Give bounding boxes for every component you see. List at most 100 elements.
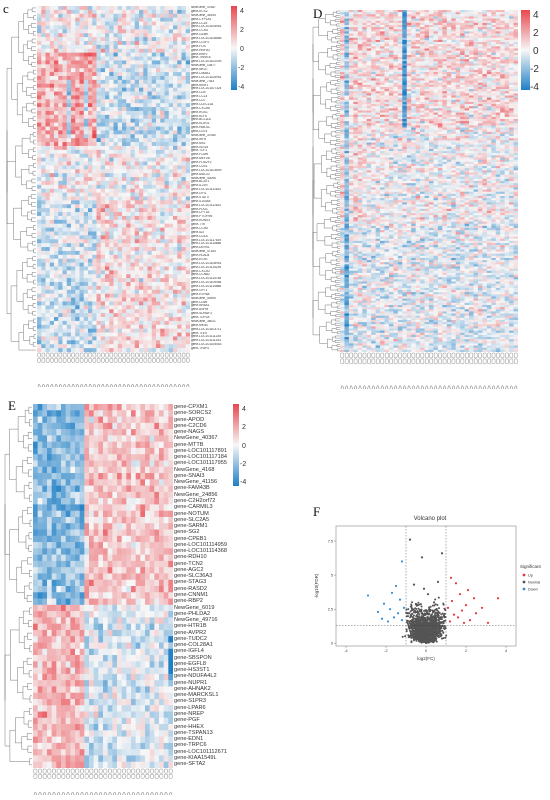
heatmap-cell [45, 332, 51, 337]
gene-label: gene-LOC101115866 [191, 285, 222, 288]
heatmap-cell [362, 20, 367, 24]
heatmap-cell [126, 75, 131, 81]
heatmap-cell [177, 60, 182, 65]
heatmap-cell [482, 24, 488, 28]
heatmap-cell [185, 270, 190, 275]
heatmap-cell [113, 328, 119, 333]
heatmap-cell [113, 25, 119, 30]
heatmap-cell [109, 64, 114, 69]
heatmap-cell [92, 13, 97, 18]
heatmap-cell [173, 64, 178, 69]
heatmap-cell [134, 328, 140, 333]
heatmap-cell [109, 180, 114, 186]
heatmap-cell [160, 25, 165, 30]
heatmap-cell [54, 6, 59, 11]
heatmap-cell [130, 262, 136, 267]
heatmap-cell [455, 44, 461, 47]
heatmap-cell [66, 324, 72, 329]
heatmap-cell [109, 223, 114, 228]
heatmap-cell [92, 103, 97, 108]
heatmap-cell [100, 297, 106, 302]
heatmap-cell [109, 122, 114, 127]
heatmap-cell [113, 309, 119, 314]
heatmap-cell [164, 196, 170, 201]
heatmap-cell [109, 348, 114, 353]
column-label [130, 352, 135, 388]
heatmap-cell [473, 80, 479, 83]
heatmap-cell [37, 235, 42, 240]
heatmap-cell [177, 64, 182, 69]
heatmap-cell [173, 293, 178, 298]
heatmap-cell [424, 35, 430, 39]
heatmap-cell [181, 184, 187, 190]
heatmap-cell [41, 344, 46, 349]
heatmap-cell [366, 48, 372, 51]
heatmap-cell [83, 247, 89, 252]
heatmap-cell [397, 67, 403, 71]
heatmap-cell [406, 37, 412, 41]
heatmap-cell [477, 14, 483, 17]
heatmap-cell [185, 169, 190, 174]
heatmap-cell [420, 31, 425, 34]
heatmap-cell [500, 42, 505, 45]
heatmap-cell [139, 75, 144, 81]
heatmap-cell [433, 12, 439, 15]
heatmap-cell [173, 153, 178, 158]
heatmap-cell [156, 219, 161, 225]
heatmap-cell [54, 196, 59, 201]
heatmap-cell [473, 37, 479, 41]
heatmap-cell [122, 13, 127, 18]
heatmap-cell [156, 231, 161, 236]
heatmap-cell [100, 340, 106, 345]
heatmap-cell [160, 223, 165, 228]
heatmap-cell [437, 63, 443, 66]
heatmap-cell [181, 99, 187, 104]
heatmap-cell [71, 40, 76, 46]
heatmap-cell [429, 61, 434, 64]
heatmap-cell [375, 59, 381, 62]
dendrogram-branch [337, 92, 340, 95]
heatmap-cell [126, 332, 131, 337]
heatmap-cell [433, 52, 439, 56]
heatmap-cell [83, 161, 89, 166]
heatmap-cell [54, 110, 59, 116]
heatmap-cell [393, 59, 399, 62]
heatmap-cell [437, 71, 443, 75]
heatmap-cell [37, 250, 42, 256]
heatmap-cell [41, 114, 46, 120]
heatmap-cell [92, 344, 97, 349]
heatmap-cell [424, 54, 430, 58]
heatmap-cell [177, 37, 182, 42]
heatmap-cell [71, 215, 76, 221]
heatmap-cell [130, 161, 136, 166]
heatmap-cell [71, 344, 76, 349]
heatmap-cell [164, 324, 170, 329]
heatmap-cell [79, 17, 85, 22]
heatmap-cell [388, 35, 394, 39]
heatmap-cell [75, 177, 80, 182]
heatmap-cell [139, 95, 144, 100]
heatmap-cell [513, 52, 518, 56]
heatmap-cell [402, 24, 408, 28]
dendrogram-branch [334, 83, 340, 87]
heatmap-cell [451, 80, 456, 83]
heatmap-cell [117, 64, 123, 69]
heatmap-cell [71, 72, 76, 77]
heatmap-cell [126, 239, 131, 244]
heatmap-cell [388, 54, 394, 58]
heatmap-cell [177, 293, 182, 298]
column-label [101, 352, 105, 388]
heatmap-cell [139, 200, 144, 205]
heatmap-cell [117, 169, 123, 174]
heatmap-cell [424, 37, 430, 41]
heatmap-cell [66, 114, 72, 120]
heatmap-cell [45, 37, 51, 42]
heatmap-cell [460, 29, 465, 32]
heatmap-cell [139, 107, 144, 112]
column-label [37, 352, 41, 388]
heatmap-cell [45, 231, 51, 236]
heatmap-cell [130, 173, 136, 178]
heatmap-cell [54, 21, 59, 26]
dendrogram-branch [27, 71, 34, 81]
heatmap-cell [442, 16, 448, 19]
